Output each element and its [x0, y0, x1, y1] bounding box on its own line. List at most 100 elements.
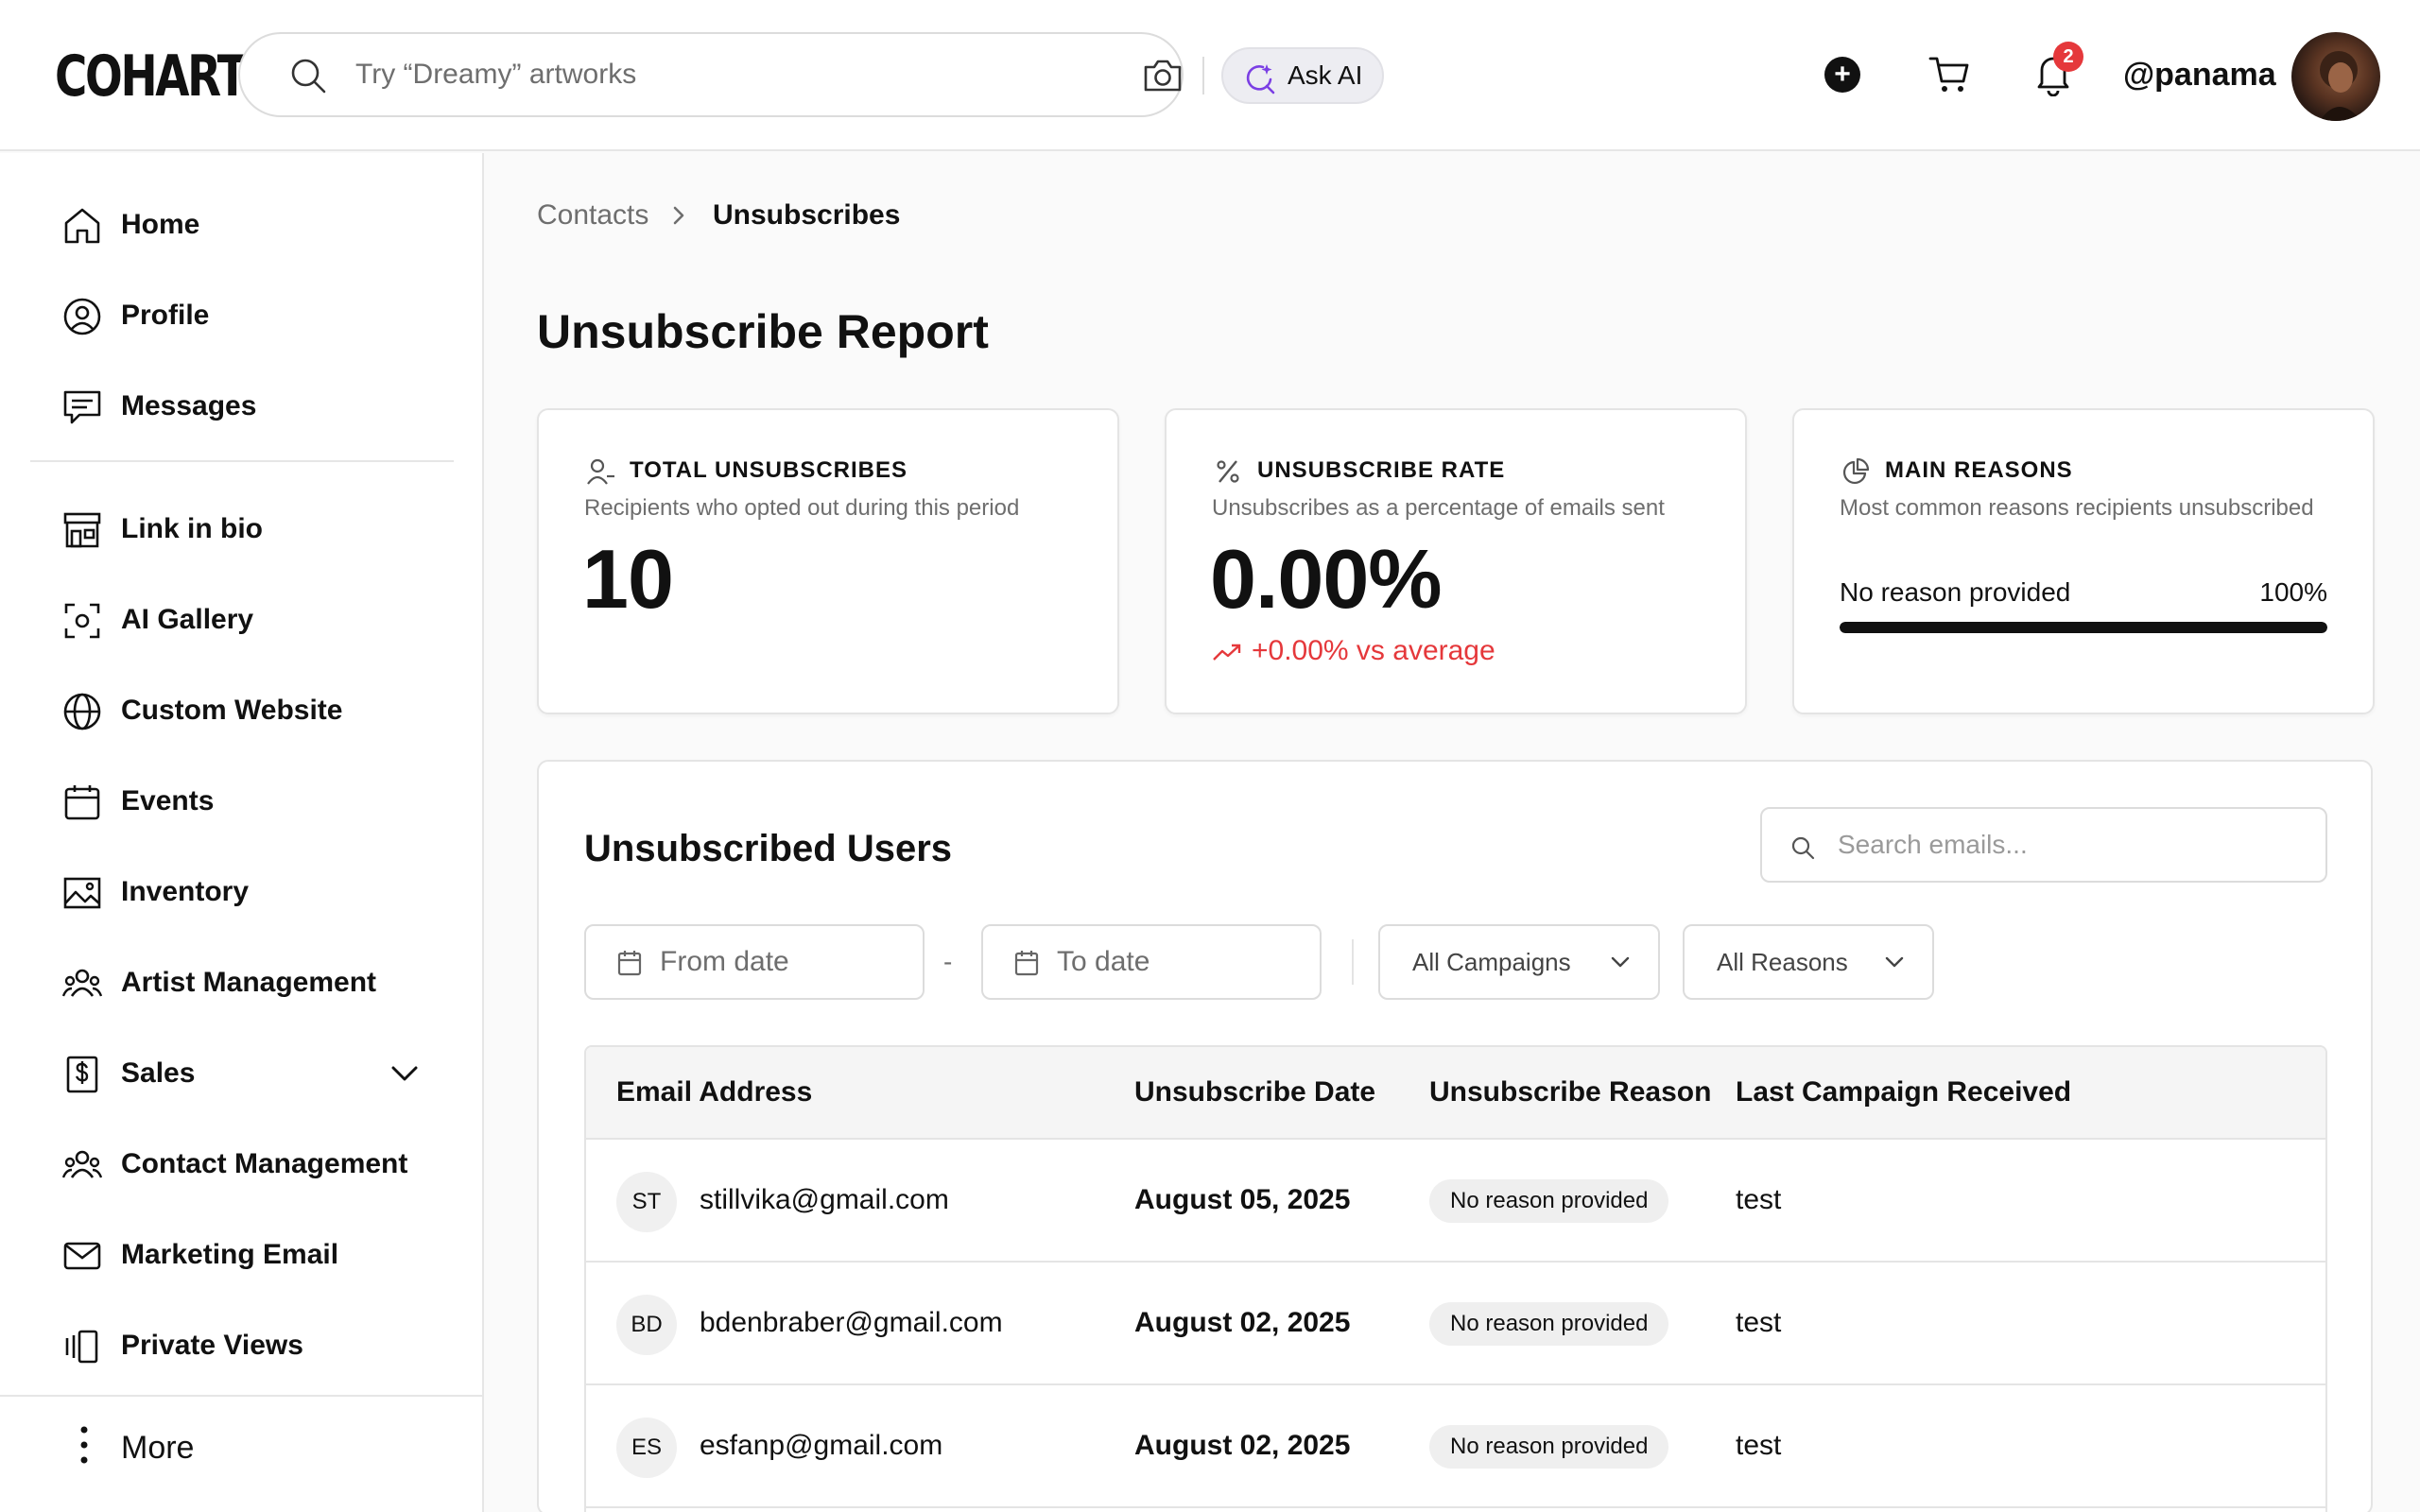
sidebar-item-messages[interactable]: Messages [0, 369, 482, 444]
ask-ai-label: Ask AI [1288, 60, 1363, 90]
row-campaign: test [1736, 1307, 1782, 1338]
global-search-bar[interactable]: Try “Dreamy” artworks Ask AI [238, 32, 1384, 117]
main-reasons-card: MAIN REASONS Most common reasons recipie… [1792, 408, 2375, 714]
top-header: COHART Try “Dreamy” artworks Ask AI + 2 … [0, 0, 2420, 151]
row-date: August 02, 2025 [1134, 1307, 1351, 1338]
to-date-input[interactable]: To date [981, 924, 1322, 1000]
from-date-placeholder: From date [660, 946, 789, 977]
email-search-input[interactable]: Search emails... [1760, 807, 2327, 883]
reason-filter-value: All Reasons [1717, 948, 1848, 976]
sidebar-item-label: Messages [121, 390, 257, 421]
row-date: August 05, 2025 [1134, 1184, 1351, 1215]
sidebar-more-button[interactable]: More [0, 1400, 482, 1495]
card-title: TOTAL UNSUBSCRIBES [630, 457, 908, 483]
reason-label: No reason provided [1840, 577, 2071, 607]
sidebar-item-private-views[interactable]: Private Views [0, 1308, 482, 1383]
globe-icon [62, 692, 102, 731]
sidebar-item-label: Contact Management [121, 1148, 408, 1179]
username-label[interactable]: @panama [2123, 57, 2276, 93]
reason-badge: No reason provided [1429, 1425, 1669, 1469]
row-email: bdenbraber@gmail.com [700, 1307, 1003, 1338]
breadcrumb-contacts-link[interactable]: Contacts [537, 199, 649, 231]
reason-filter-select[interactable]: All Reasons [1683, 924, 1934, 1000]
percent-icon [1214, 457, 1242, 486]
sidebar-item-link-in-bio[interactable]: Link in bio [0, 491, 482, 567]
chevron-down-icon[interactable] [388, 1060, 422, 1087]
storefront-icon [62, 510, 102, 550]
ai-sparkle-icon [1242, 61, 1276, 95]
search-divider [1202, 57, 1204, 94]
sidebar-item-artist-management[interactable]: Artist Management [0, 945, 482, 1021]
card-title: UNSUBSCRIBE RATE [1257, 457, 1506, 483]
row-date: August 02, 2025 [1134, 1430, 1351, 1461]
calendar-icon [62, 782, 102, 822]
sidebar-item-label: AI Gallery [121, 604, 254, 635]
camera-icon[interactable] [1142, 58, 1184, 94]
user-initials-avatar: BD [616, 1295, 677, 1355]
column-header-date[interactable]: Unsubscribe Date [1134, 1076, 1376, 1108]
cart-icon[interactable] [1928, 55, 1970, 94]
breadcrumb-current: Unsubscribes [713, 199, 901, 231]
mail-icon [62, 1236, 102, 1276]
card-title: MAIN REASONS [1885, 457, 2073, 483]
to-date-placeholder: To date [1057, 946, 1150, 977]
user-initials-avatar: ES [616, 1418, 677, 1478]
sidebar-item-label: Custom Website [121, 695, 343, 726]
from-date-input[interactable]: From date [584, 924, 925, 1000]
chevron-right-icon [669, 202, 688, 229]
sidebar-item-label: Sales [121, 1057, 196, 1089]
table-row[interactable]: BD bdenbraber@gmail.com August 02, 2025 … [586, 1263, 2325, 1385]
unsubscribe-rate-value: 0.00% [1210, 532, 1443, 626]
sidebar-item-label: Profile [121, 300, 210, 331]
sidebar-item-marketing-email[interactable]: Marketing Email [0, 1217, 482, 1293]
card-subtitle: Unsubscribes as a percentage of emails s… [1212, 495, 1665, 521]
sidebar-divider [30, 460, 454, 462]
create-plus-button[interactable]: + [1824, 57, 1860, 93]
sidebar-more-label: More [121, 1430, 195, 1466]
sidebar-item-label: Inventory [121, 876, 250, 907]
total-unsubscribes-card: TOTAL UNSUBSCRIBES Recipients who opted … [537, 408, 1119, 714]
cohart-logo[interactable]: COHART [55, 43, 248, 110]
rate-trend-text: +0.00% vs average [1252, 635, 1495, 666]
sidebar-item-custom-website[interactable]: Custom Website [0, 673, 482, 748]
column-header-reason[interactable]: Unsubscribe Reason [1429, 1076, 1712, 1108]
user-avatar[interactable] [2291, 32, 2380, 121]
calendar-icon [1014, 951, 1039, 976]
trending-up-icon [1213, 644, 1241, 661]
unsubscribed-users-table: Email Address Unsubscribe Date Unsubscri… [584, 1045, 2327, 1512]
table-row[interactable]: ES esfanp@gmail.com August 02, 2025 No r… [586, 1385, 2325, 1508]
user-circle-icon [62, 297, 102, 336]
email-search-placeholder: Search emails... [1838, 830, 2028, 859]
row-campaign: test [1736, 1184, 1782, 1215]
ask-ai-button[interactable]: Ask AI [1221, 47, 1384, 104]
column-header-email[interactable]: Email Address [616, 1076, 813, 1108]
sidebar-item-inventory[interactable]: Inventory [0, 854, 482, 930]
sidebar-item-events[interactable]: Events [0, 764, 482, 839]
date-range-separator: - [943, 947, 953, 976]
sidebar-item-ai-gallery[interactable]: AI Gallery [0, 582, 482, 658]
sidebar-item-sales[interactable]: Sales [0, 1036, 482, 1111]
chevron-down-icon [1885, 956, 1904, 968]
reason-badge: No reason provided [1429, 1302, 1669, 1346]
page-title: Unsubscribe Report [537, 305, 989, 358]
sidebar-item-home[interactable]: Home [0, 187, 482, 263]
sidebar-item-profile[interactable]: Profile [0, 278, 482, 353]
total-unsubscribes-value: 10 [582, 532, 674, 626]
global-search-input[interactable]: Try “Dreamy” artworks [355, 59, 637, 90]
sidebar-item-contact-management[interactable]: Contact Management [0, 1126, 482, 1202]
filter-divider [1352, 939, 1354, 985]
table-row[interactable]: ST stillvika@gmail.com August 05, 2025 N… [586, 1140, 2325, 1263]
column-header-campaign[interactable]: Last Campaign Received [1736, 1076, 2072, 1108]
gallery-views-icon [62, 1327, 102, 1366]
rate-trend: +0.00% vs average [1212, 631, 1495, 671]
sidebar-item-label: Link in bio [121, 513, 263, 544]
reason-progress-bar [1840, 622, 2327, 633]
sidebar-item-label: Home [121, 209, 200, 240]
row-email: esfanp@gmail.com [700, 1430, 943, 1461]
sidebar-divider [0, 1395, 484, 1397]
campaign-filter-select[interactable]: All Campaigns [1378, 924, 1660, 1000]
message-icon [62, 387, 102, 427]
calendar-icon [617, 951, 642, 976]
scan-icon [62, 601, 102, 641]
row-campaign: test [1736, 1430, 1782, 1461]
